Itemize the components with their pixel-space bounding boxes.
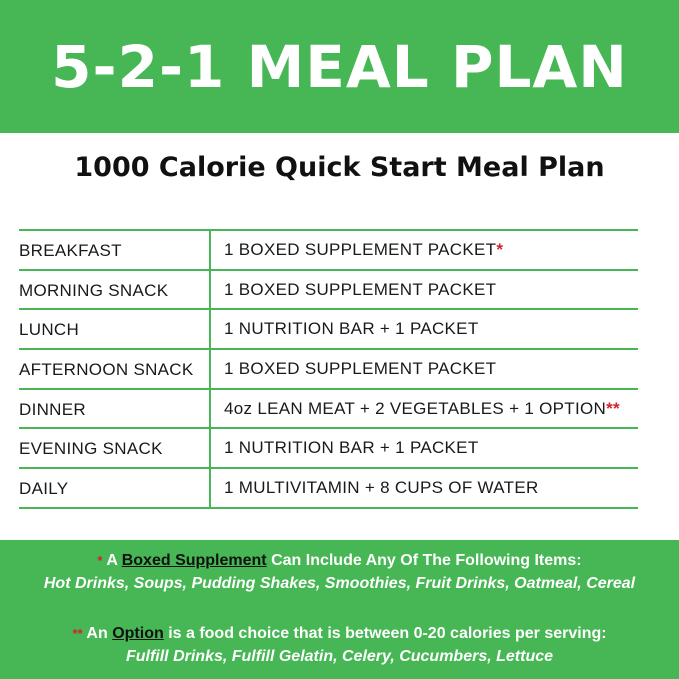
item-text: 4oz LEAN MEAT + 2 VEGETABLES + 1 OPTION [224,398,607,418]
meal-name: DINNER [19,387,211,430]
table-row: BREAKFAST 1 BOXED SUPPLEMENT PACKET* [19,229,638,271]
term-boxed-supplement: Boxed Supplement [121,552,267,569]
asterisk-mark: * [97,553,103,568]
page-title: 5-2-1 MEAL PLAN [51,32,628,101]
note-text: is a food choice that is between 0-20 ca… [163,625,607,642]
meal-item: 1 BOXED SUPPLEMENT PACKET [210,268,638,311]
meal-item: 1 NUTRITION BAR + 1 PACKET [210,308,638,351]
note-text: A [106,552,122,569]
meal-name: AFTERNOON SNACK [19,348,211,390]
table-row: DINNER 4oz LEAN MEAT + 2 VEGETABLES + 1 O… [19,387,638,430]
footer-notes: * A Boxed Supplement Can Include Any Of … [0,540,679,679]
option-items: Fulfill Drinks, Fulfill Gelatin, Celery,… [125,648,554,665]
item-text: 1 NUTRITION BAR + 1 PACKET [224,319,479,339]
item-text: 1 BOXED SUPPLEMENT PACKET [224,239,497,259]
meal-item: 1 MULTIVITAMIN + 8 CUPS OF WATER [210,467,638,509]
boxed-supplement-items: Hot Drinks, Soups, Pudding Shakes, Smoot… [43,575,636,592]
table-row: AFTERNOON SNACK 1 BOXED SUPPLEMENT PACKET [19,348,638,390]
meal-plan-table: BREAKFAST 1 BOXED SUPPLEMENT PACKET* MORNI… [19,229,638,509]
table-row: MORNING SNACK 1 BOXED SUPPLEMENT PACKET [19,268,638,311]
meal-name: MORNING SNACK [19,268,211,311]
item-text: 1 NUTRITION BAR + 1 PACKET [224,438,479,458]
term-option: Option [112,625,164,642]
meal-name: BREAKFAST [19,229,211,271]
asterisk-mark: * [496,239,504,259]
meal-name: LUNCH [19,308,211,351]
meal-item: 1 BOXED SUPPLEMENT PACKET [210,348,638,390]
note-text: Can Include Any Of The Following Items: [266,552,582,569]
header-banner: 5-2-1 MEAL PLAN [0,0,679,133]
table-row: LUNCH 1 NUTRITION BAR + 1 PACKET [19,308,638,351]
note-option: ** An Option is a food choice that is be… [0,625,679,643]
table-row: EVENING SNACK 1 NUTRITION BAR + 1 PACKET [19,427,638,470]
meal-item: 1 NUTRITION BAR + 1 PACKET [210,427,638,470]
item-text: 1 MULTIVITAMIN + 8 CUPS OF WATER [224,477,539,497]
meal-name: DAILY [19,467,211,509]
subtitle: 1000 Calorie Quick Start Meal Plan [74,152,605,183]
meal-item: 4oz LEAN MEAT + 2 VEGETABLES + 1 OPTION*… [210,387,638,430]
meal-name: EVENING SNACK [19,427,211,470]
meal-item: 1 BOXED SUPPLEMENT PACKET* [210,229,638,271]
item-text: 1 BOXED SUPPLEMENT PACKET [224,358,497,378]
note-text: An [86,625,113,642]
asterisk-mark: ** [72,626,83,641]
note-boxed-supplement: * A Boxed Supplement Can Include Any Of … [0,552,679,570]
item-text: 1 BOXED SUPPLEMENT PACKET [224,279,497,299]
table-row: DAILY 1 MULTIVITAMIN + 8 CUPS OF WATER [19,467,638,509]
asterisk-mark: ** [606,398,620,418]
